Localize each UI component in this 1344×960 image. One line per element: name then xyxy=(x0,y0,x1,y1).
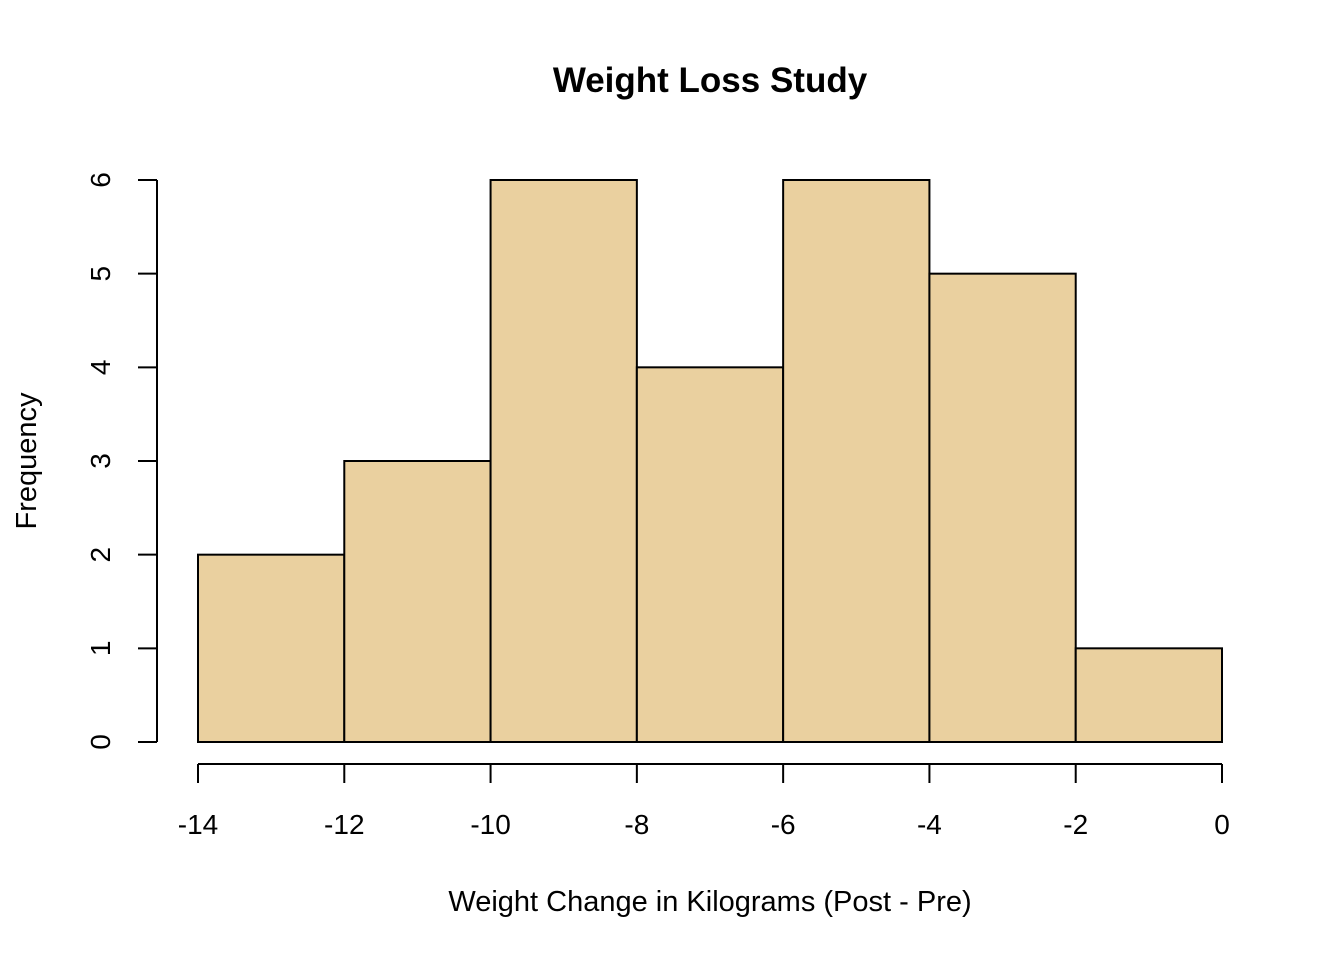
x-tick-label-4: -6 xyxy=(771,809,796,840)
histogram-bar-0 xyxy=(197,553,346,744)
histogram-bar-4 xyxy=(782,179,931,743)
x-tick-label-7: 0 xyxy=(1214,809,1230,840)
histogram-bar-2 xyxy=(489,179,638,743)
histogram-bar-1 xyxy=(343,460,492,743)
histogram-bar-3 xyxy=(635,366,785,743)
y-tick-label-6: 6 xyxy=(85,172,116,188)
y-axis-label: Frequency xyxy=(11,392,43,530)
x-tick-label-1: -12 xyxy=(324,809,364,840)
x-tick-label-2: -10 xyxy=(470,809,510,840)
x-tick-label-3: -8 xyxy=(624,809,649,840)
x-axis-label: Weight Change in Kilograms (Post - Pre) xyxy=(448,886,971,918)
histogram-bar-5 xyxy=(928,272,1077,743)
chart-title: Weight Loss Study xyxy=(553,61,868,100)
y-tick-label-3: 3 xyxy=(85,453,116,469)
y-tick-label-0: 0 xyxy=(85,734,116,750)
bars-group xyxy=(197,179,1223,744)
x-tick-label-0: -14 xyxy=(178,809,218,840)
y-axis: 0 1 2 3 4 5 6 xyxy=(85,172,158,750)
x-tick-label-6: -2 xyxy=(1063,809,1088,840)
y-tick-label-2: 2 xyxy=(85,547,116,563)
y-tick-label-1: 1 xyxy=(85,641,116,657)
y-tick-label-4: 4 xyxy=(85,360,116,376)
x-tick-label-5: -4 xyxy=(917,809,942,840)
histogram-bar-6 xyxy=(1074,647,1223,743)
x-axis: -14 -12 -10 -8 -6 -4 -2 0 xyxy=(178,763,1230,840)
y-tick-label-5: 5 xyxy=(85,266,116,282)
